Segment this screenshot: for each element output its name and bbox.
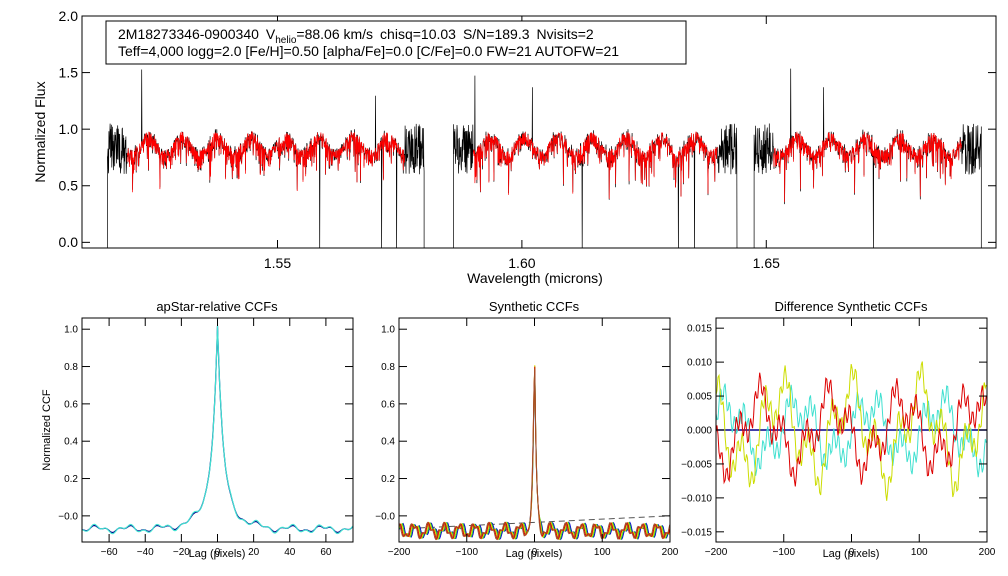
apstar-data [81,325,354,535]
difference-title: Difference Synthetic CCFs [775,299,928,314]
x-tick-label: 0 [849,547,855,558]
spectrum-info-box [105,20,687,65]
star-id: 2M18273346-0900340 [118,26,259,42]
observed-flux-line-chip-2 [453,75,738,248]
x-tick-label: −60 [101,547,118,558]
y-tick-label: 0.015 [687,324,712,335]
y-tick-label: 0.5 [59,178,79,194]
synthetic-xlabel: Lag (pixels) [506,548,563,560]
x-tick-label: 0 [215,547,221,558]
apstar-xlabel: Lag (pixels) [189,548,246,560]
y-tick-label: 0.0 [59,234,79,250]
spectrum-info-line1: 2M18273346-0900340 Vhelio=88.06 km/s chisq… [118,26,594,46]
apstar-series-1 [82,326,354,534]
apstar-title: apStar-relative CCFs [156,299,278,314]
y-tick-label: 2.0 [59,8,79,24]
y-tick-label: 1.0 [64,325,78,336]
apstar-ccf-panel: apStar-relative CCFs −60 −40 −20 0 20 40 60 −0.… [41,299,354,560]
x-tick-label: 200 [662,547,679,558]
y-tick-label: −0.005 [681,459,712,470]
x-tick-label: 1.65 [753,255,780,271]
sn-value: S/N=189.3 [463,26,530,42]
spectrum-ticks: 1.55 1.60 1.65 0.0 0.5 1.0 1.5 2.0 [59,8,996,271]
synthetic-series-brown [398,368,671,541]
synthetic-axes-frame [398,317,671,543]
x-tick-label: 0 [532,547,538,558]
y-tick-label: 0.2 [64,474,78,485]
y-tick-label: 0.000 [687,426,712,437]
x-tick-label: 100 [594,547,611,558]
y-tick-label: 0.010 [687,358,712,369]
apstar-series-2 [81,325,354,535]
spectrum-panel: 1.55 1.60 1.65 0.0 0.5 1.0 1.5 2.0 2M18273346-0… [32,8,997,286]
synthetic-data [398,365,671,541]
spectrum-data [107,68,982,248]
y-tick-label: −0.015 [681,527,712,538]
x-tick-label: −40 [137,547,154,558]
synthetic-title: Synthetic CCFs [489,299,580,314]
x-tick-label: 60 [320,547,332,558]
apstar-ylabel: Normalized CCF [41,389,53,471]
velocity-subscript: helio [275,35,297,46]
y-tick-label: 0.8 [64,362,78,373]
apstar-axes-frame [81,317,354,543]
y-tick-label: −0.0 [375,511,395,522]
x-tick-label: −200 [705,547,728,558]
y-tick-label: −0.010 [681,493,712,504]
x-tick-label: −100 [455,547,478,558]
x-tick-label: −100 [772,547,795,558]
chisq-value: chisq=10.03 [380,26,456,42]
x-tick-label: 200 [979,547,996,558]
velocity-value: =88.06 km/s [296,26,373,42]
x-tick-label: 1.55 [264,255,291,271]
difference-ticks: −200 −100 0 100 200 −0.015 −0.010 −0.005 0.000 0.… [681,318,996,558]
difference-series-red [716,372,987,487]
spectrum-axes-frame [81,15,997,249]
x-tick-label: −20 [173,547,190,558]
nvisits-value: Nvisits=2 [537,26,594,42]
y-tick-label: 1.5 [59,64,79,80]
model-flux-line-chip-2 [472,131,718,199]
spectrum-ylabel: Normalized Flux [32,81,48,182]
model-flux-line-chip-1 [126,130,405,193]
y-tick-label: −0.0 [58,511,78,522]
y-tick-label: 0.6 [64,399,78,410]
y-tick-label: 0.2 [381,474,395,485]
difference-xlabel: Lag (pixels) [823,548,880,560]
x-tick-label: 40 [284,547,296,558]
apstar-ticks: −60 −40 −20 0 20 40 60 −0.0 0.2 0.4 0.6 0.8 1.0 [58,318,353,558]
synthetic-ticks: −200 −100 0 100 200 −0.0 0.2 0.4 0.6 0.8 1.0 [375,318,679,558]
y-tick-label: 1.0 [381,325,395,336]
x-tick-label: 1.60 [508,255,535,271]
y-tick-label: 0.6 [381,399,395,410]
spectrum-xlabel: Wavelength (microns) [467,270,603,286]
difference-series-cyan [716,383,987,478]
y-tick-label: 0.005 [687,392,712,403]
velocity-symbol: V [266,26,276,42]
x-tick-label: −200 [388,547,411,558]
spectrum-info-line2: Teff=4,000 logg=2.0 [Fe/H]=0.50 [alpha/F… [118,43,619,59]
y-tick-label: 0.8 [381,362,395,373]
y-tick-label: 0.4 [381,437,395,448]
synthetic-ccf-panel: Synthetic CCFs −200 −100 0 100 200 −0.0 0.2 0.4… [375,299,679,560]
difference-data [716,361,987,501]
x-tick-label: 20 [248,547,260,558]
x-tick-label: 100 [911,547,928,558]
difference-series-yellow [716,361,987,501]
y-tick-label: 0.4 [64,437,78,448]
observed-flux-line-chip-1 [107,69,425,248]
model-flux-line-chip-3 [773,131,962,203]
difference-ccf-panel: Difference Synthetic CCFs −200 −100 0 100 20… [681,299,996,560]
y-tick-label: 1.0 [59,121,79,137]
